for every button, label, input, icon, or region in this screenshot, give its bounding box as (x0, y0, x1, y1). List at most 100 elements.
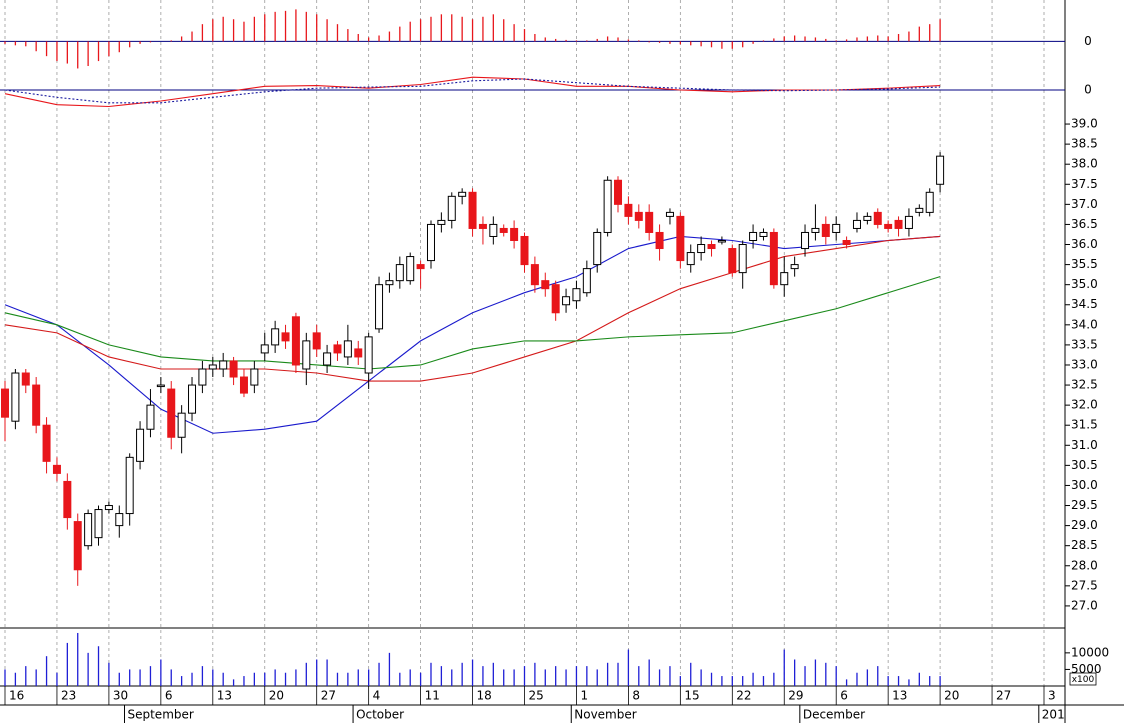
y-tick-label: 39.0 (1071, 117, 1098, 131)
candle-body (676, 215, 685, 262)
candle-body (811, 227, 820, 233)
candle-body (302, 340, 311, 370)
macd-line (4, 76, 941, 108)
x-tick-label: 13 (892, 689, 907, 703)
candle-body (738, 244, 747, 274)
y-tick-label: 34.5 (1071, 297, 1098, 311)
candle-body (167, 388, 176, 438)
y-tick-label: 33.0 (1071, 357, 1098, 371)
moving-average (4, 235, 941, 382)
candle-body (437, 219, 446, 225)
x-tick-label: 3 (1048, 689, 1056, 703)
unit-label: x100 (1072, 675, 1095, 685)
y-tick-label: 32.5 (1071, 378, 1098, 392)
candle-body (925, 191, 934, 213)
candle-body (634, 211, 643, 221)
y-tick-label: 34.0 (1071, 317, 1098, 331)
candle-body (769, 231, 778, 286)
candle-body (717, 239, 726, 243)
candle-body (863, 215, 872, 221)
candle-body (915, 207, 924, 213)
candle-body (406, 256, 415, 282)
candle-body (281, 332, 290, 342)
y-tick-label: 30.5 (1071, 458, 1098, 472)
candle-body (32, 384, 41, 426)
candle-body (375, 284, 384, 330)
candle-body (468, 191, 477, 229)
month-label: November (574, 708, 636, 722)
candle-body (198, 368, 207, 386)
candle-body (707, 244, 716, 250)
candle-body (447, 195, 456, 221)
y-tick-label: 29.5 (1071, 498, 1098, 512)
candle-body (530, 264, 539, 286)
candle-body (219, 360, 228, 370)
candle-body (208, 364, 217, 370)
x-tick-label: 6 (165, 689, 173, 703)
x-tick-label: 8 (632, 689, 640, 703)
candle-body (603, 179, 612, 233)
candle-body (759, 231, 768, 237)
candle-body (749, 231, 758, 241)
y-tick-label: 31.0 (1071, 438, 1098, 452)
candle-body (520, 235, 529, 266)
x-tick-label: 11 (425, 689, 440, 703)
y-tick-label: 10000 (1071, 645, 1109, 659)
candle-body (94, 509, 103, 539)
candle-body (177, 412, 186, 438)
candle-body (728, 248, 737, 274)
candle-body (416, 264, 425, 270)
candle-body (541, 280, 550, 290)
candle-body (426, 223, 435, 262)
candle-body (780, 272, 789, 286)
candle-body (593, 231, 602, 266)
candle-body (395, 264, 404, 282)
candle-body (821, 223, 830, 237)
candle-body (385, 280, 394, 286)
candle-body (790, 264, 799, 270)
candle-body (686, 252, 695, 266)
candle-body (156, 384, 165, 388)
candle-body (551, 284, 560, 314)
y-tick-label: 36.0 (1071, 237, 1098, 251)
candle-body (562, 296, 571, 306)
candle-body (84, 513, 93, 547)
candle-body (333, 344, 342, 354)
month-label: September (127, 708, 193, 722)
candle-body (458, 191, 467, 197)
candle-body (478, 223, 487, 229)
candle-body (499, 227, 508, 233)
month-label: October (356, 708, 404, 722)
x-tick-label: 1 (580, 689, 588, 703)
x-tick-label: 16 (9, 689, 24, 703)
x-tick-label: 13 (217, 689, 232, 703)
month-label: December (803, 708, 865, 722)
candle-body (904, 215, 913, 229)
y-tick-label: 0 (1084, 83, 1092, 97)
y-tick-label: 37.0 (1071, 197, 1098, 211)
x-tick-label: 6 (840, 689, 848, 703)
x-tick-label: 27 (996, 689, 1011, 703)
candle-body (52, 464, 61, 474)
candle-body (239, 376, 248, 394)
candle-body (645, 211, 654, 233)
candle-body (873, 211, 882, 225)
x-tick-label: 18 (477, 689, 492, 703)
candle-body (312, 332, 321, 350)
candle-body (1, 388, 9, 418)
y-tick-label: 32.0 (1071, 398, 1098, 412)
y-tick-label: 35.5 (1071, 257, 1098, 271)
x-tick-label: 20 (944, 689, 959, 703)
macd-line (4, 78, 941, 104)
candle-body (11, 372, 20, 422)
candle-body (115, 513, 124, 527)
y-tick-label: 27.0 (1071, 598, 1098, 612)
candle-body (260, 344, 269, 354)
candle-body (63, 480, 72, 519)
candle-body (572, 288, 581, 302)
candle-body (852, 219, 861, 229)
y-tick-label: 0 (1084, 34, 1092, 48)
x-tick-label: 15 (684, 689, 699, 703)
